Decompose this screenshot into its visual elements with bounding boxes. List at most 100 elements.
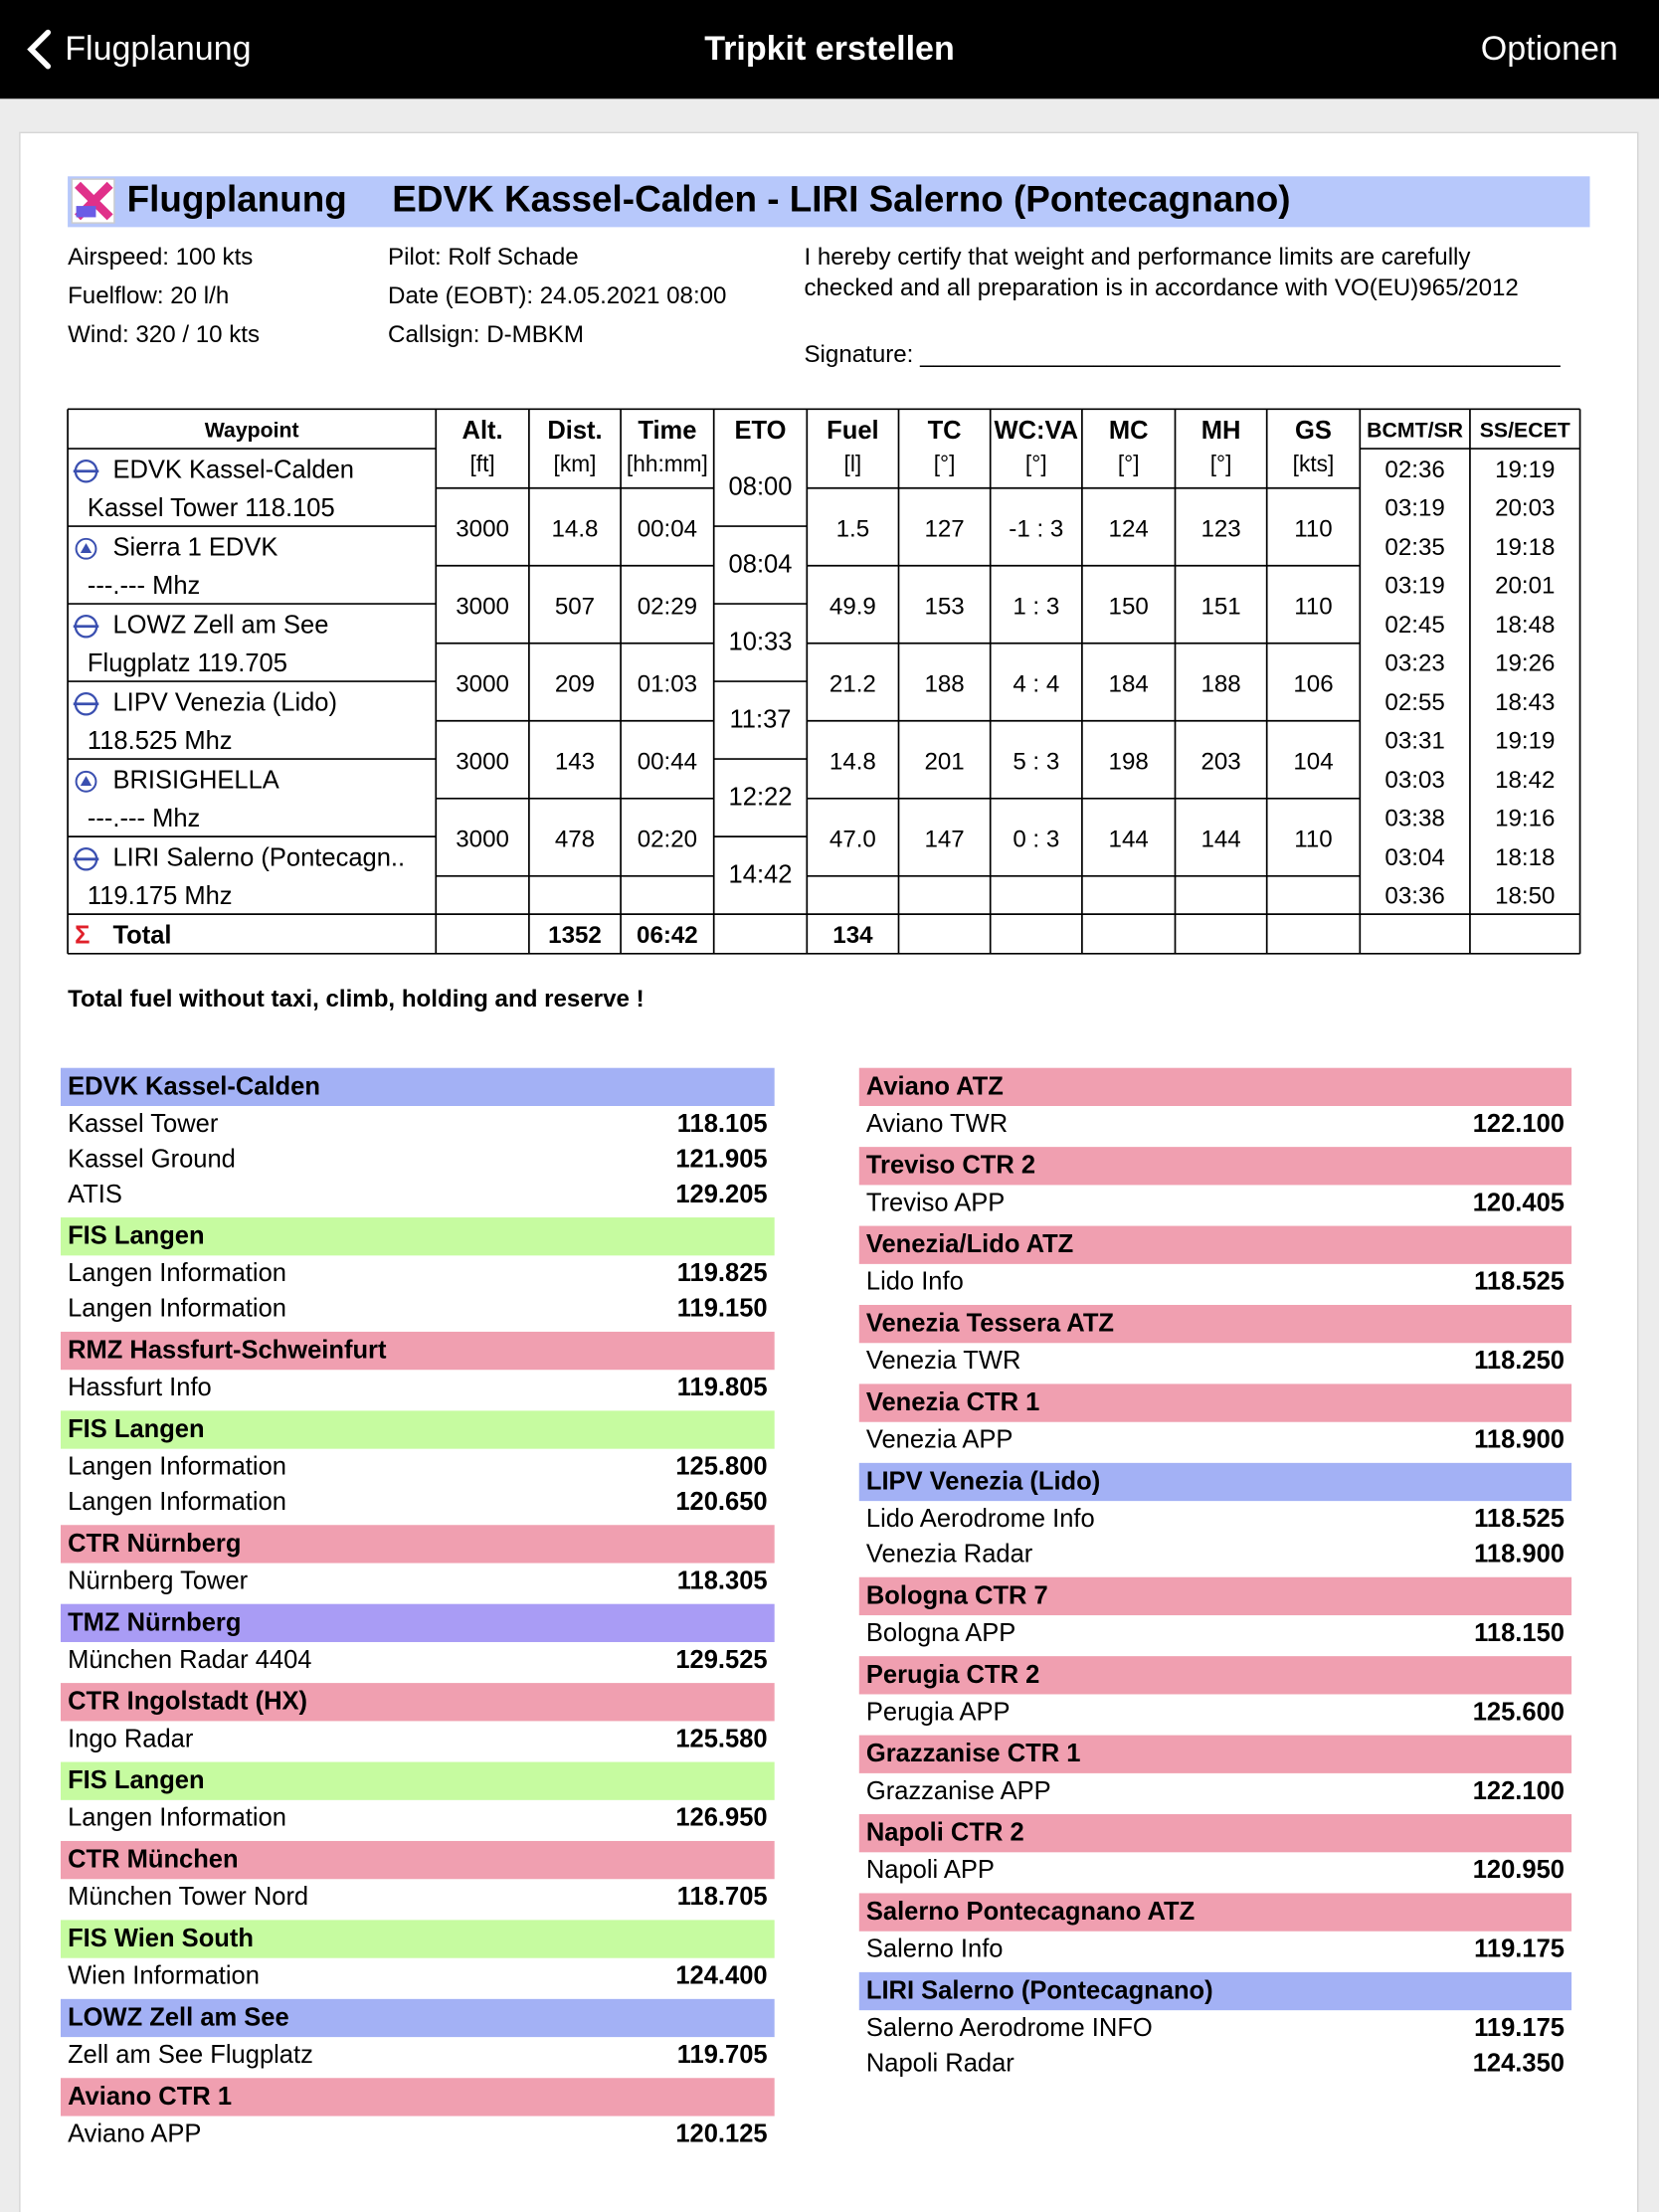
group-header-bg bbox=[858, 1576, 1572, 1616]
column-unit: [km] bbox=[554, 451, 597, 476]
leg-alt: 3000 bbox=[456, 671, 509, 698]
leg-time: 00:04 bbox=[638, 516, 697, 543]
leg-alt: 3000 bbox=[456, 827, 509, 853]
station-freq: 118.705 bbox=[677, 1883, 768, 1911]
group-title: Aviano ATZ bbox=[866, 1072, 1004, 1100]
group-header-bg bbox=[60, 1331, 775, 1371]
ss-ecet: 20:01 bbox=[1495, 572, 1555, 599]
group-header-bg bbox=[858, 1225, 1572, 1264]
leg-alt: 3000 bbox=[456, 516, 509, 543]
column-header: Alt. bbox=[462, 417, 503, 445]
ss-ecet: 18:18 bbox=[1495, 844, 1555, 871]
group-title: FIS Langen bbox=[68, 1766, 205, 1794]
group-title: Aviano CTR 1 bbox=[68, 2083, 232, 2111]
ss-ecet: 19:18 bbox=[1495, 534, 1555, 561]
leg-tc: 147 bbox=[924, 827, 964, 853]
point-icon-mark bbox=[80, 776, 92, 787]
station-name: Langen Information bbox=[68, 1488, 286, 1516]
leg-mh: 188 bbox=[1200, 671, 1240, 698]
total-dist: 1352 bbox=[548, 922, 602, 949]
station-freq: 119.705 bbox=[677, 2041, 768, 2069]
column-unit: [°] bbox=[1025, 451, 1047, 476]
group-header-bg bbox=[60, 1525, 775, 1564]
group-header-bg bbox=[60, 1217, 775, 1256]
station-freq: 119.825 bbox=[677, 1259, 768, 1287]
options-button[interactable]: Optionen bbox=[1481, 30, 1618, 68]
group-title: FIS Langen bbox=[68, 1222, 205, 1250]
station-name: Lido Aerodrome Info bbox=[866, 1505, 1095, 1533]
station-name: Treviso APP bbox=[866, 1189, 1005, 1216]
leg-wcva: 5 : 3 bbox=[1013, 749, 1059, 776]
leg-fuel: 1.5 bbox=[836, 516, 870, 543]
group-header-bg bbox=[858, 1893, 1572, 1932]
leg-tc: 188 bbox=[924, 671, 964, 698]
info-line: Wind: 320 / 10 kts bbox=[68, 321, 260, 348]
leg-gs: 110 bbox=[1294, 516, 1332, 543]
station-freq: 129.525 bbox=[675, 1646, 767, 1674]
group-title: EDVK Kassel-Calden bbox=[68, 1072, 320, 1100]
column-header: Time bbox=[638, 417, 696, 445]
leg-gs: 104 bbox=[1293, 749, 1333, 776]
station-freq: 120.950 bbox=[1473, 1856, 1565, 1884]
certify-line: checked and all preparation is in accord… bbox=[804, 275, 1518, 301]
leg-wcva: -1 : 3 bbox=[1009, 516, 1063, 543]
column-header: GS bbox=[1295, 417, 1332, 445]
leg-dist: 507 bbox=[555, 594, 595, 621]
station-name: Venezia TWR bbox=[866, 1347, 1021, 1375]
leg-mc: 144 bbox=[1109, 827, 1149, 853]
leg-mc: 184 bbox=[1109, 671, 1149, 698]
nav-bar bbox=[0, 0, 1659, 99]
bcmt-sr: 02:36 bbox=[1384, 457, 1444, 483]
station-name: Langen Information bbox=[68, 1453, 286, 1481]
point-icon bbox=[75, 770, 97, 793]
station-freq: 118.900 bbox=[1474, 1541, 1565, 1568]
column-header: Fuel bbox=[827, 417, 878, 445]
station-name: Bologna APP bbox=[866, 1619, 1015, 1647]
leg-mc: 150 bbox=[1109, 594, 1149, 621]
group-title: Napoli CTR 2 bbox=[866, 1819, 1024, 1847]
waypoint-name: Sierra 1 EDVK bbox=[112, 533, 277, 561]
group-title: Bologna CTR 7 bbox=[866, 1581, 1048, 1609]
column-unit: [hh:mm] bbox=[627, 451, 708, 476]
waypoint-name: LOWZ Zell am See bbox=[112, 612, 328, 640]
signature: Signature: _____________________________… bbox=[804, 341, 1561, 368]
ss-ecet: 20:03 bbox=[1495, 494, 1555, 521]
bcmt-sr: 02:35 bbox=[1384, 534, 1444, 561]
group-title: Venezia/Lido ATZ bbox=[866, 1230, 1073, 1258]
ss-ecet: 18:43 bbox=[1495, 689, 1555, 716]
group-header-bg bbox=[60, 2078, 775, 2117]
point-icon-mark bbox=[80, 543, 92, 553]
back-button[interactable]: Flugplanung bbox=[65, 30, 251, 68]
doc-title: Flugplanung bbox=[127, 179, 347, 220]
station-name: ATIS bbox=[68, 1181, 122, 1208]
ss-ecet: 19:19 bbox=[1495, 727, 1555, 754]
column-unit: [°] bbox=[934, 451, 956, 476]
group-header-bg bbox=[60, 1067, 775, 1106]
column-header: WC:VA bbox=[995, 417, 1079, 445]
ss-ecet: 19:26 bbox=[1495, 649, 1555, 676]
group-header-bg bbox=[60, 1998, 775, 2038]
group-header-bg bbox=[858, 1147, 1572, 1186]
waypoint-sub: ---.--- Mhz bbox=[88, 572, 200, 600]
info-line: Airspeed: 100 kts bbox=[68, 244, 253, 271]
bcmt-sr: 03:03 bbox=[1384, 767, 1444, 794]
group-title: CTR Ingolstadt (HX) bbox=[68, 1688, 307, 1716]
leg-mc: 198 bbox=[1109, 749, 1149, 776]
waypoint-name: EDVK Kassel-Calden bbox=[112, 456, 354, 483]
station-name: Perugia APP bbox=[866, 1698, 1011, 1726]
bcmt-sr: 02:55 bbox=[1384, 689, 1444, 716]
station-name: Wien Information bbox=[68, 1962, 260, 1990]
column-header: Waypoint bbox=[205, 419, 299, 443]
group-header-bg bbox=[858, 1971, 1572, 2011]
station-freq: 119.175 bbox=[1474, 2014, 1565, 2042]
ss-ecet: 19:16 bbox=[1495, 805, 1555, 831]
leg-dist: 478 bbox=[555, 827, 595, 853]
station-name: München Radar 4404 bbox=[68, 1646, 311, 1674]
column-header: Dist. bbox=[547, 417, 602, 445]
back-chevron[interactable] bbox=[27, 29, 52, 70]
station-name: Salerno Info bbox=[866, 1936, 1004, 1963]
station-freq: 118.305 bbox=[677, 1567, 768, 1594]
waypoint-name: BRISIGHELLA bbox=[112, 767, 278, 795]
bcmt-sr: 03:19 bbox=[1384, 572, 1444, 599]
waypoint-name: LIPV Venezia (Lido) bbox=[112, 689, 337, 717]
